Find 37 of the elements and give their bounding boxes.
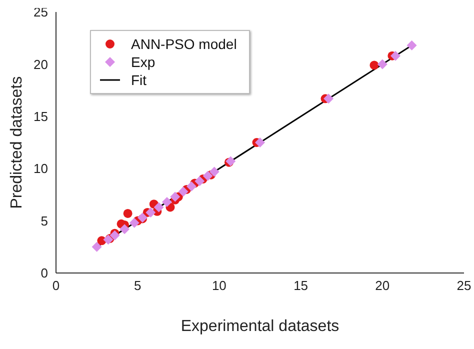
x-tick-label: 10 [212, 278, 226, 294]
point [178, 186, 188, 197]
y-tick-label: 10 [34, 161, 48, 176]
y-axis-title: Predicted datasets [8, 76, 26, 209]
point [370, 60, 379, 70]
point [162, 197, 172, 208]
point [146, 207, 156, 218]
x-axis-title: Experimental datasets [180, 318, 340, 335]
legend-label: Fit [131, 71, 147, 89]
y-tick-label: 15 [34, 109, 48, 124]
point [170, 192, 180, 202]
point [92, 242, 102, 252]
point [186, 181, 196, 192]
y-tick-label: 5 [40, 213, 48, 228]
legend-label: ANN-PSO model [131, 35, 237, 53]
point [202, 170, 213, 181]
point [194, 176, 205, 186]
point [129, 218, 140, 228]
x-tick-label: 20 [375, 278, 390, 294]
point [226, 156, 236, 166]
point [255, 138, 265, 148]
y-tick-label: 20 [34, 56, 48, 72]
point [390, 50, 400, 61]
x-tick-label: 25 [456, 278, 472, 294]
x-tick-label: 5 [134, 278, 142, 294]
point [209, 166, 220, 177]
point [324, 94, 334, 104]
point [110, 230, 120, 240]
point [406, 40, 417, 50]
point [154, 202, 164, 212]
point [377, 59, 388, 70]
y-tick-label: 0 [40, 266, 48, 281]
legend-label: Exp [131, 53, 156, 71]
point [120, 224, 130, 234]
x-tick-label: 15 [294, 278, 308, 294]
point [123, 208, 132, 218]
x-tick-label: 0 [52, 278, 60, 294]
